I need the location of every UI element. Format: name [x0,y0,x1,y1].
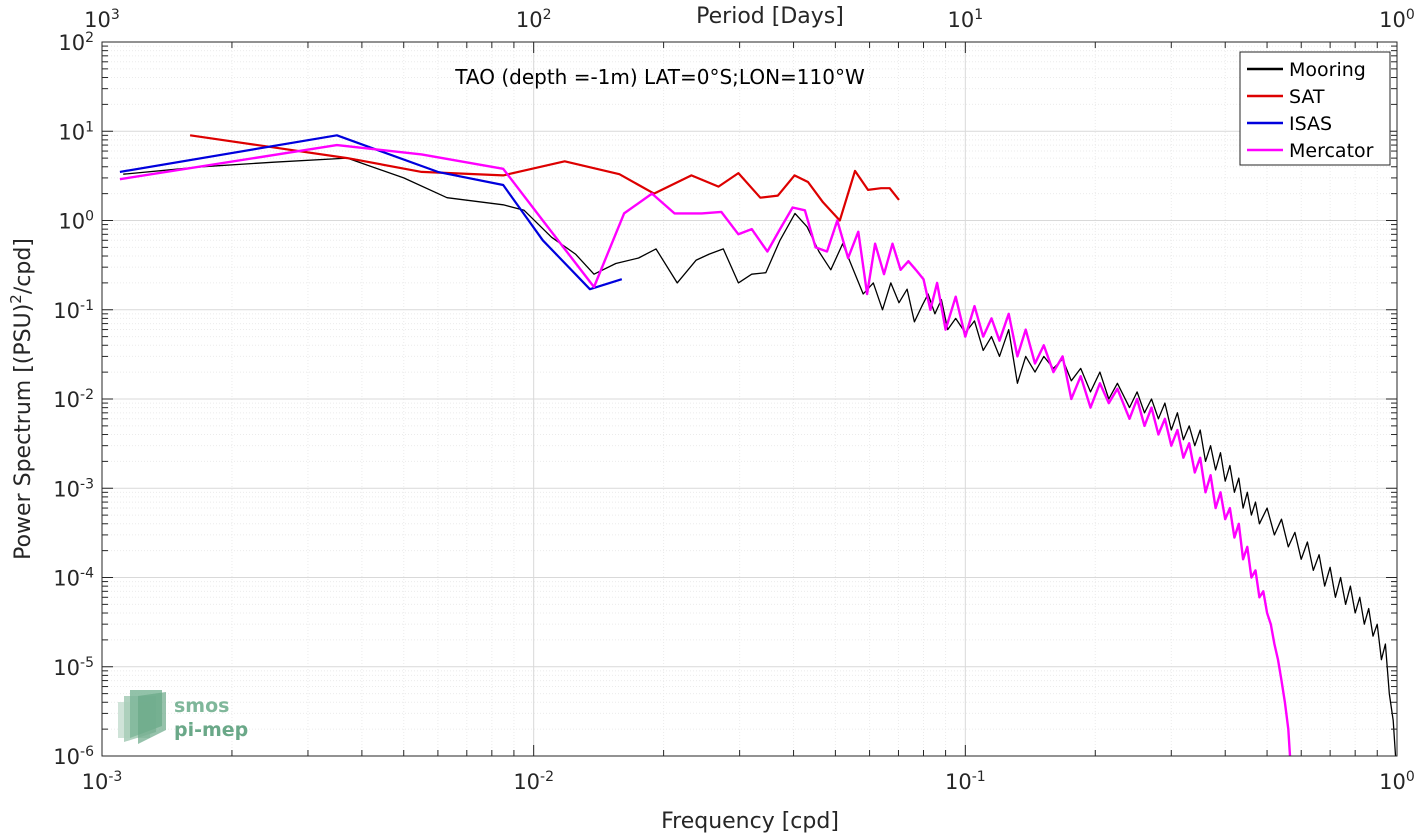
y-tick-label-exp: 0 [85,209,94,225]
y-tick-label-base: 10 [58,31,85,55]
series-line-mooring [123,157,1397,756]
x-tick-label-base: 10 [1379,770,1406,794]
top-tick-label: 103 [84,7,120,32]
logo-text-pimep: pi-mep [174,719,248,741]
y-tick-label-exp: -1 [80,298,94,314]
logo-text-smos: smos [174,695,229,717]
x-tick-label-exp: -3 [108,769,122,785]
x-tick-label: 10-2 [513,769,554,794]
x-tick-label-exp: -2 [540,769,554,785]
y-tick-label-base: 10 [53,299,80,323]
y-tick-label-base: 10 [53,477,80,501]
y-tick-label-exp: 1 [85,119,94,135]
legend-label-isas: ISAS [1289,113,1332,135]
y-tick-label: 10-1 [53,298,94,323]
top-tick-label-base: 10 [948,8,975,32]
chart-title: TAO (depth =-1m) LAT=0°S;LON=110°W [454,65,865,89]
top-tick-label-exp: 1 [974,7,983,23]
y-tick-label-exp: -4 [80,566,94,582]
y-tick-label-exp: -6 [80,744,94,760]
top-tick-label-base: 10 [84,8,111,32]
x-tick-label: 100 [1379,769,1415,794]
y-tick-label-exp: 2 [85,30,94,46]
series-line-sat [189,134,900,222]
y-axis-label-main: Power Spectrum [(PSU) [11,304,36,560]
y-tick-label-base: 10 [53,745,80,769]
series-line-mercator [119,143,1292,756]
y-tick-label-base: 10 [58,210,85,234]
x-tick-label-exp: -1 [972,769,986,785]
top-tick-label-exp: 2 [543,7,552,23]
top-axis-label: Period [Days] [696,4,844,29]
top-tick-label-exp: 3 [111,7,120,23]
y-axis-label: Power Spectrum [(PSU)2/cpd] [7,238,36,560]
top-tick-label-exp: 0 [1406,7,1415,23]
y-tick-label: 10-6 [53,744,94,769]
top-tick-label-base: 10 [516,8,543,32]
x-axis-label: Frequency [cpd] [661,809,839,834]
series-layer [119,134,1397,756]
y-tick-label: 101 [58,119,94,144]
y-axis-label-sup: 2 [7,294,25,304]
legend-label-mooring: Mooring [1289,59,1366,81]
top-tick-label: 101 [948,7,984,32]
top-tick-label: 100 [1379,7,1415,32]
y-tick-label-exp: -5 [80,655,94,671]
y-tick-label: 102 [58,30,94,55]
y-tick-label: 10-4 [53,566,94,591]
y-axis-label-tail: /cpd] [11,238,36,294]
y-tick-label: 10-3 [53,476,94,501]
x-tick-label: 10-3 [82,769,123,794]
legend-label-mercator: Mercator [1289,140,1374,162]
x-tick-label: 10-1 [945,769,986,794]
y-tick-label: 10-5 [53,655,94,680]
x-tick-label-exp: 0 [1406,769,1415,785]
top-tick-label-base: 10 [1379,8,1406,32]
y-tick-label-base: 10 [58,120,85,144]
x-tick-label-base: 10 [513,770,540,794]
y-tick-label-base: 10 [53,567,80,591]
y-tick-label-base: 10 [53,656,80,680]
x-tick-label-base: 10 [945,770,972,794]
smos-pi-mep-logo: smos pi-mep [118,690,248,744]
y-tick-label-base: 10 [53,388,80,412]
legend-box [1239,51,1391,166]
y-tick-label: 10-2 [53,387,94,412]
series-line-isas [119,134,623,291]
tick-marks [101,41,1398,757]
y-tick-label-exp: -3 [80,476,94,492]
legend: Mooring SAT ISAS Mercator [1239,51,1391,166]
y-tick-label: 100 [58,209,94,234]
x-tick-label-base: 10 [82,770,109,794]
legend-label-sat: SAT [1289,86,1325,108]
y-tick-label-exp: -2 [80,387,94,403]
top-tick-label: 102 [516,7,552,32]
